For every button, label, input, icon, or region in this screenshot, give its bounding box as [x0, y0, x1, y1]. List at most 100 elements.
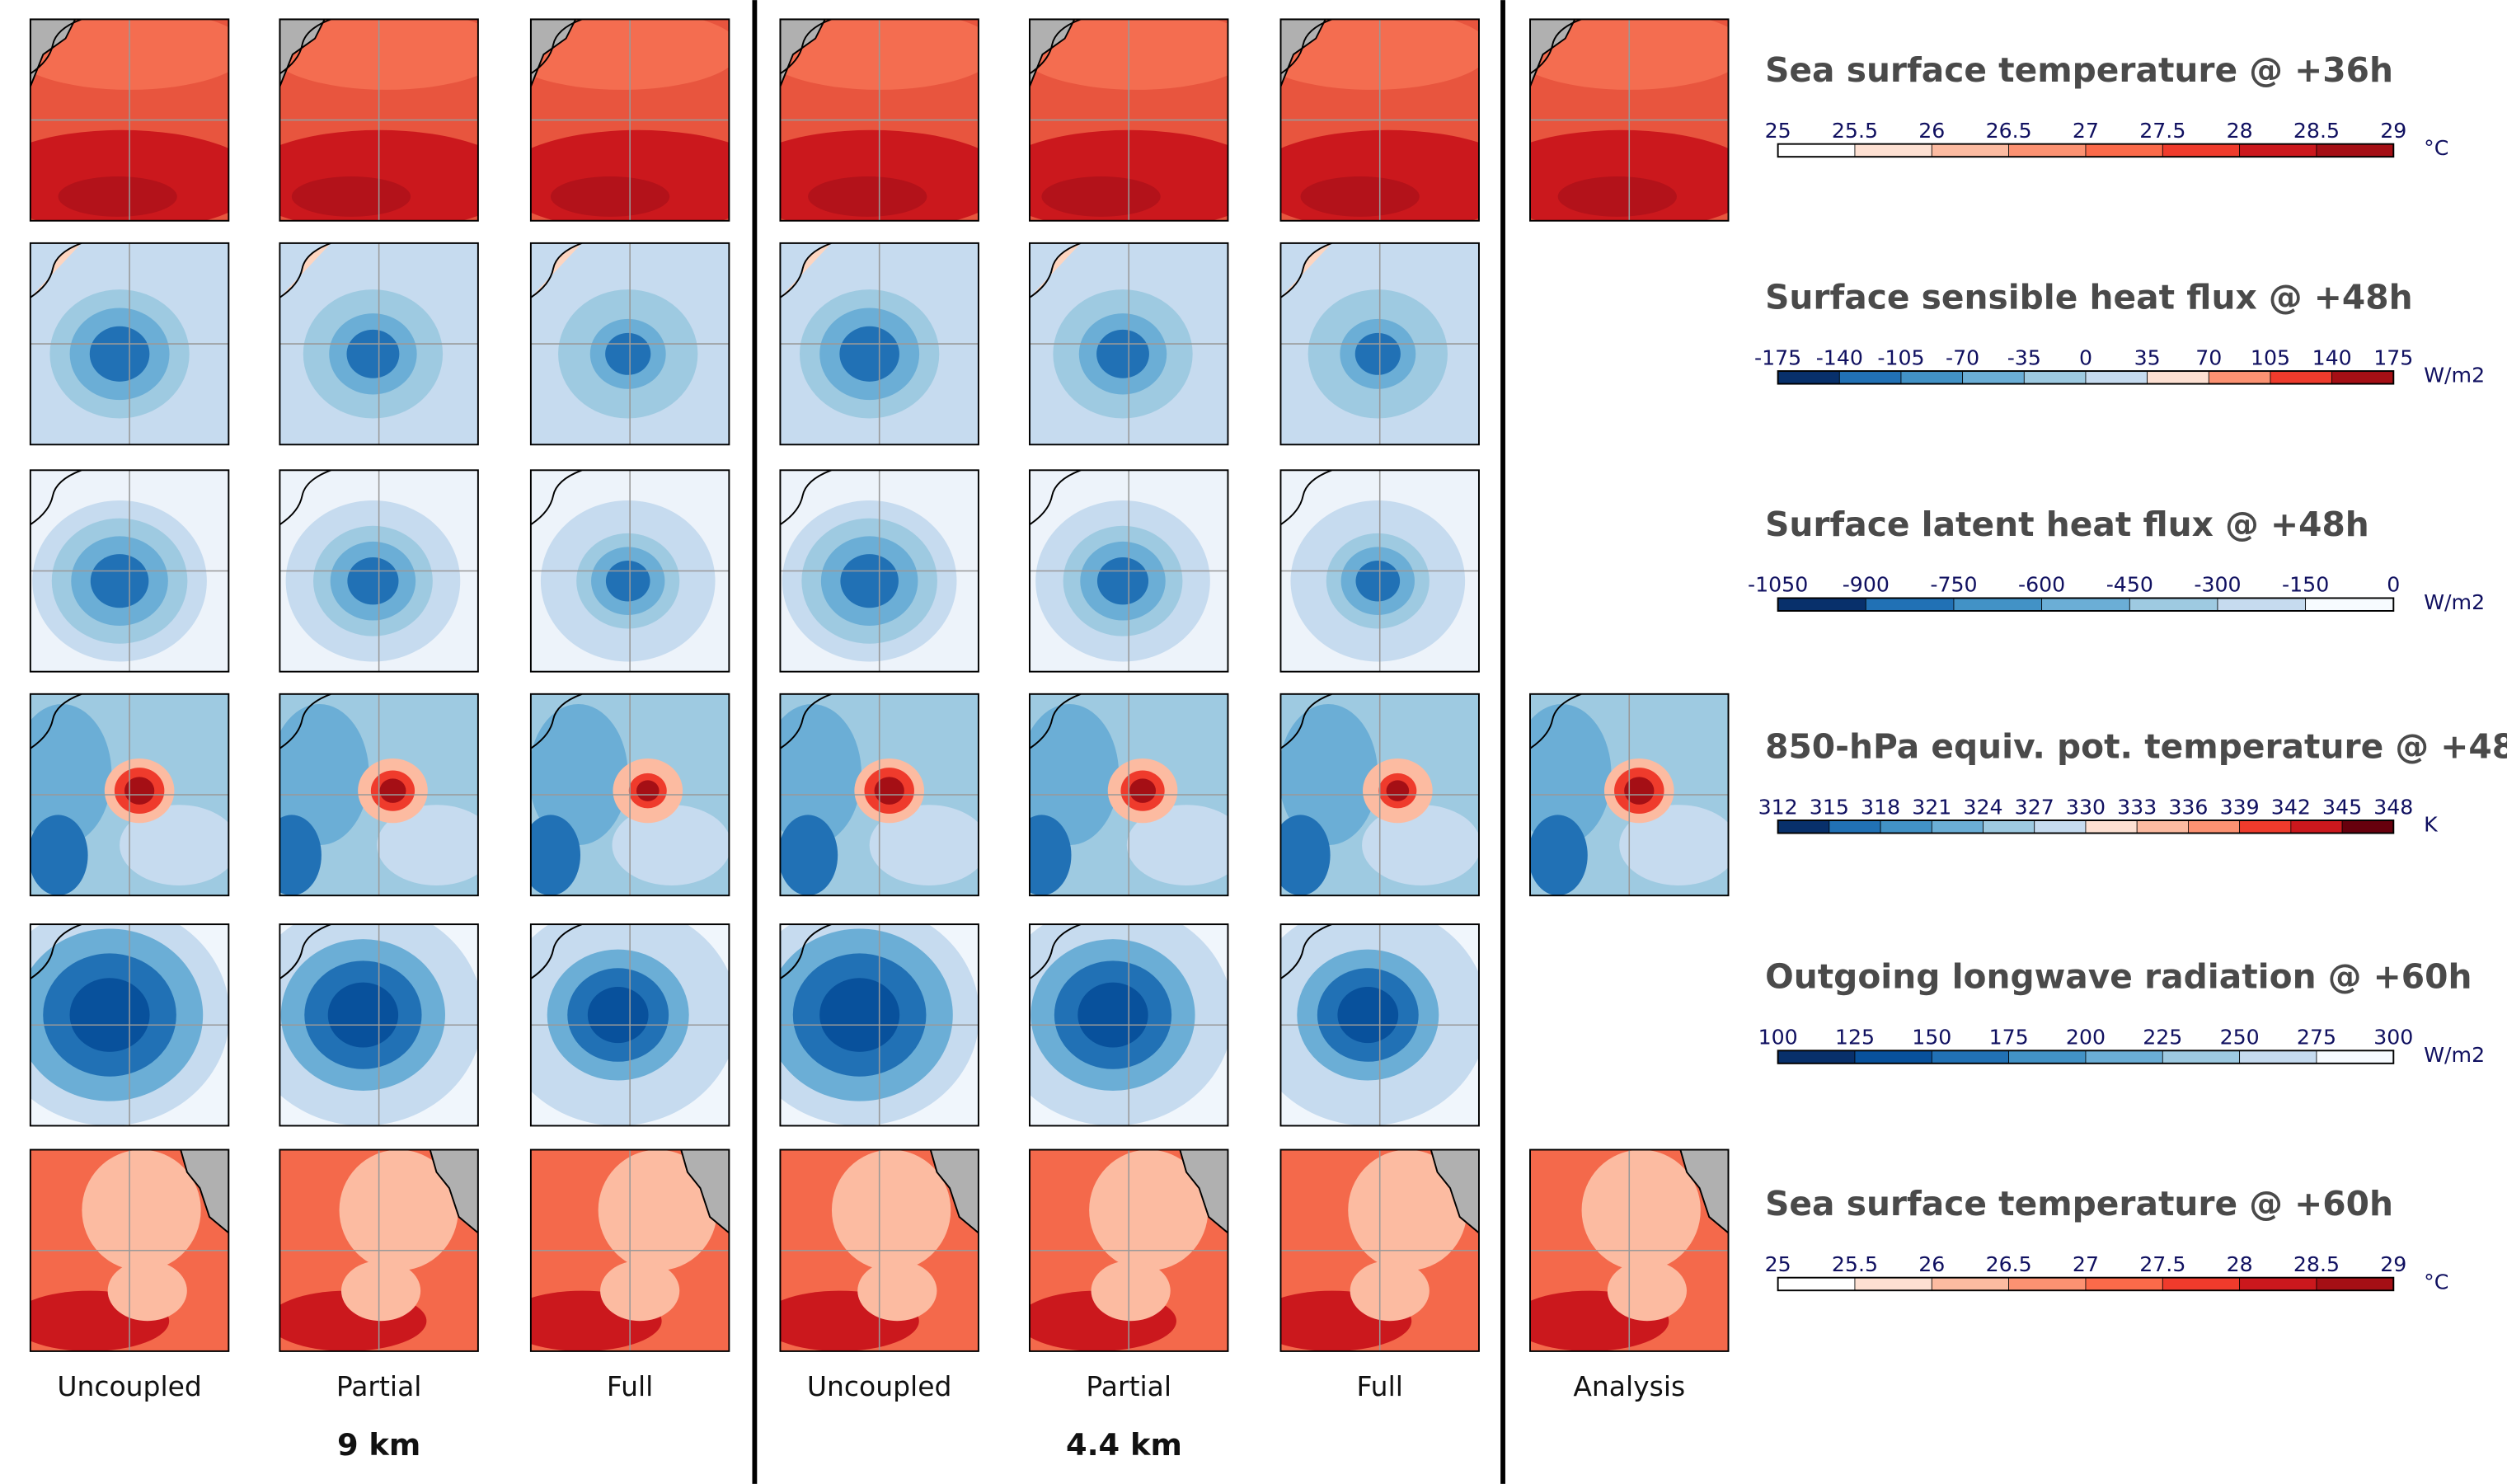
colorbar-segment [2024, 371, 2086, 384]
panel-title: Sea surface temperature @ +36h [1765, 50, 2393, 90]
map-contour [90, 326, 150, 382]
map-panel [763, 694, 988, 895]
colorbar-segment [2240, 820, 2291, 834]
group-label: 9 km [337, 1427, 420, 1463]
colorbar-segment [2137, 820, 2188, 834]
map-patch [1528, 815, 1588, 895]
colorbar-tick-label: 312 [1758, 795, 1798, 819]
colorbar-tick-label: 25 [1765, 119, 1791, 143]
map-panel [733, 9, 1011, 231]
map-contour [1337, 987, 1398, 1043]
colorbar-tick-label: -140 [1816, 345, 1863, 369]
map-patch [1012, 815, 1071, 895]
panel-title: Surface sensible heat flux @ +48h [1765, 277, 2412, 317]
colorbar-segment [2306, 598, 2394, 611]
colorbar-tick-label: 324 [1963, 795, 2002, 819]
colorbar-tick-label: -450 [2106, 573, 2153, 597]
colorbar-tick-label: 327 [2015, 795, 2054, 819]
map-contour [380, 778, 406, 802]
colorbar-tick-label: -300 [2194, 573, 2241, 597]
map-patch [1608, 1261, 1687, 1321]
map-panel [0, 904, 230, 1126]
colorbar-tick-label: 175 [2373, 345, 2413, 369]
figure: 9 km 4.4 km UncoupledPartialFullUncouple… [0, 0, 2507, 1484]
column-label: Partial [1086, 1370, 1171, 1402]
map-panel [1280, 470, 1478, 671]
colorbar-tick-label: 28.5 [2293, 1252, 2340, 1276]
map-patch [1270, 815, 1330, 895]
group-label: 4.4 km [1066, 1427, 1182, 1463]
colorbar-segment [2317, 144, 2393, 157]
colorbar-tick-label: 27 [2073, 1252, 2099, 1276]
map-panel [531, 243, 729, 444]
colorbar-segment [2086, 820, 2137, 834]
map-patch [1041, 176, 1160, 217]
colorbar-segment [2035, 820, 2086, 834]
colorbar-tick-label: -70 [1946, 345, 1979, 369]
map-patch [1092, 1261, 1171, 1321]
map-contour [347, 557, 398, 604]
colorbar-tick-label: 70 [2195, 345, 2222, 369]
colorbar-tick-label: 321 [1912, 795, 1951, 819]
panel-title: Surface latent heat flux @ +48h [1765, 505, 2369, 544]
colorbar-tick-label: 29 [2380, 1252, 2406, 1276]
colorbar-segment [1866, 598, 1954, 611]
colorbar-tick-label: 348 [2373, 795, 2413, 819]
colorbar-segment [1984, 820, 2035, 834]
colorbar-tick-label: 105 [2251, 345, 2290, 369]
colorbar-tick-label: 29 [2380, 119, 2406, 143]
map-panel [499, 9, 777, 231]
map-contour [328, 983, 398, 1048]
colorbar-segment [1778, 1278, 1855, 1291]
map-panel [521, 694, 731, 895]
map-patch [1301, 176, 1420, 217]
colorbar-tick-label: 27 [2073, 119, 2099, 143]
colorbar-tick-label: 28 [2227, 1252, 2253, 1276]
column-label: Full [1357, 1370, 1403, 1402]
map-patch [1558, 176, 1677, 217]
map-patch [59, 176, 177, 217]
map-contour [70, 978, 150, 1052]
colorbar-tick-label: 333 [2117, 795, 2157, 819]
colorbar-segment [2291, 820, 2342, 834]
map-patch [292, 176, 411, 217]
colorbar-tick-label: -35 [2007, 345, 2041, 369]
colorbar-tick-label: 27.5 [2139, 1252, 2185, 1276]
colorbar-segment [2240, 1050, 2317, 1064]
colorbar-tick-label: 140 [2312, 345, 2352, 369]
map-contour [1077, 983, 1148, 1048]
map-panel [1018, 1150, 1228, 1351]
colorbar-tick-label: 150 [1912, 1026, 1951, 1050]
map-patch [108, 1261, 187, 1321]
map-patch [600, 1261, 679, 1321]
colorbar-tick-label: 35 [2134, 345, 2161, 369]
colorbar-segment [2240, 144, 2317, 157]
colorbar-segment [2086, 1050, 2162, 1064]
map-panel [498, 904, 738, 1126]
colorbar-segment [2209, 371, 2270, 384]
map-contour [1387, 780, 1410, 801]
colorbar-segment [1855, 144, 1932, 157]
colorbar-tick-label: 200 [2066, 1026, 2106, 1050]
colorbar-segment [1778, 144, 1855, 157]
colorbar-segment [1880, 820, 1932, 834]
colorbar-unit: K [2424, 813, 2439, 837]
map-contour [588, 987, 649, 1043]
map-contour [606, 561, 650, 602]
map-contour [840, 554, 899, 608]
map-panel [1248, 904, 1488, 1126]
colorbar-segment [1839, 371, 1901, 384]
colorbar-tick-label: 225 [2143, 1026, 2182, 1050]
map-patch [521, 815, 580, 895]
colorbar-segment [1778, 1050, 1855, 1064]
colorbar-unit: W/m2 [2424, 590, 2485, 614]
map-patch [341, 1261, 420, 1321]
colorbar-tick-label: 25 [1765, 1252, 1791, 1276]
colorbar-segment [2009, 144, 2086, 157]
map-panel [1512, 694, 1738, 895]
colorbar-segment [1855, 1278, 1932, 1291]
colorbar-segment [1932, 1278, 2008, 1291]
colorbar-tick-label: 330 [2066, 795, 2106, 819]
colorbar-tick-label: -750 [1930, 573, 1977, 597]
map-contour [819, 978, 899, 1052]
